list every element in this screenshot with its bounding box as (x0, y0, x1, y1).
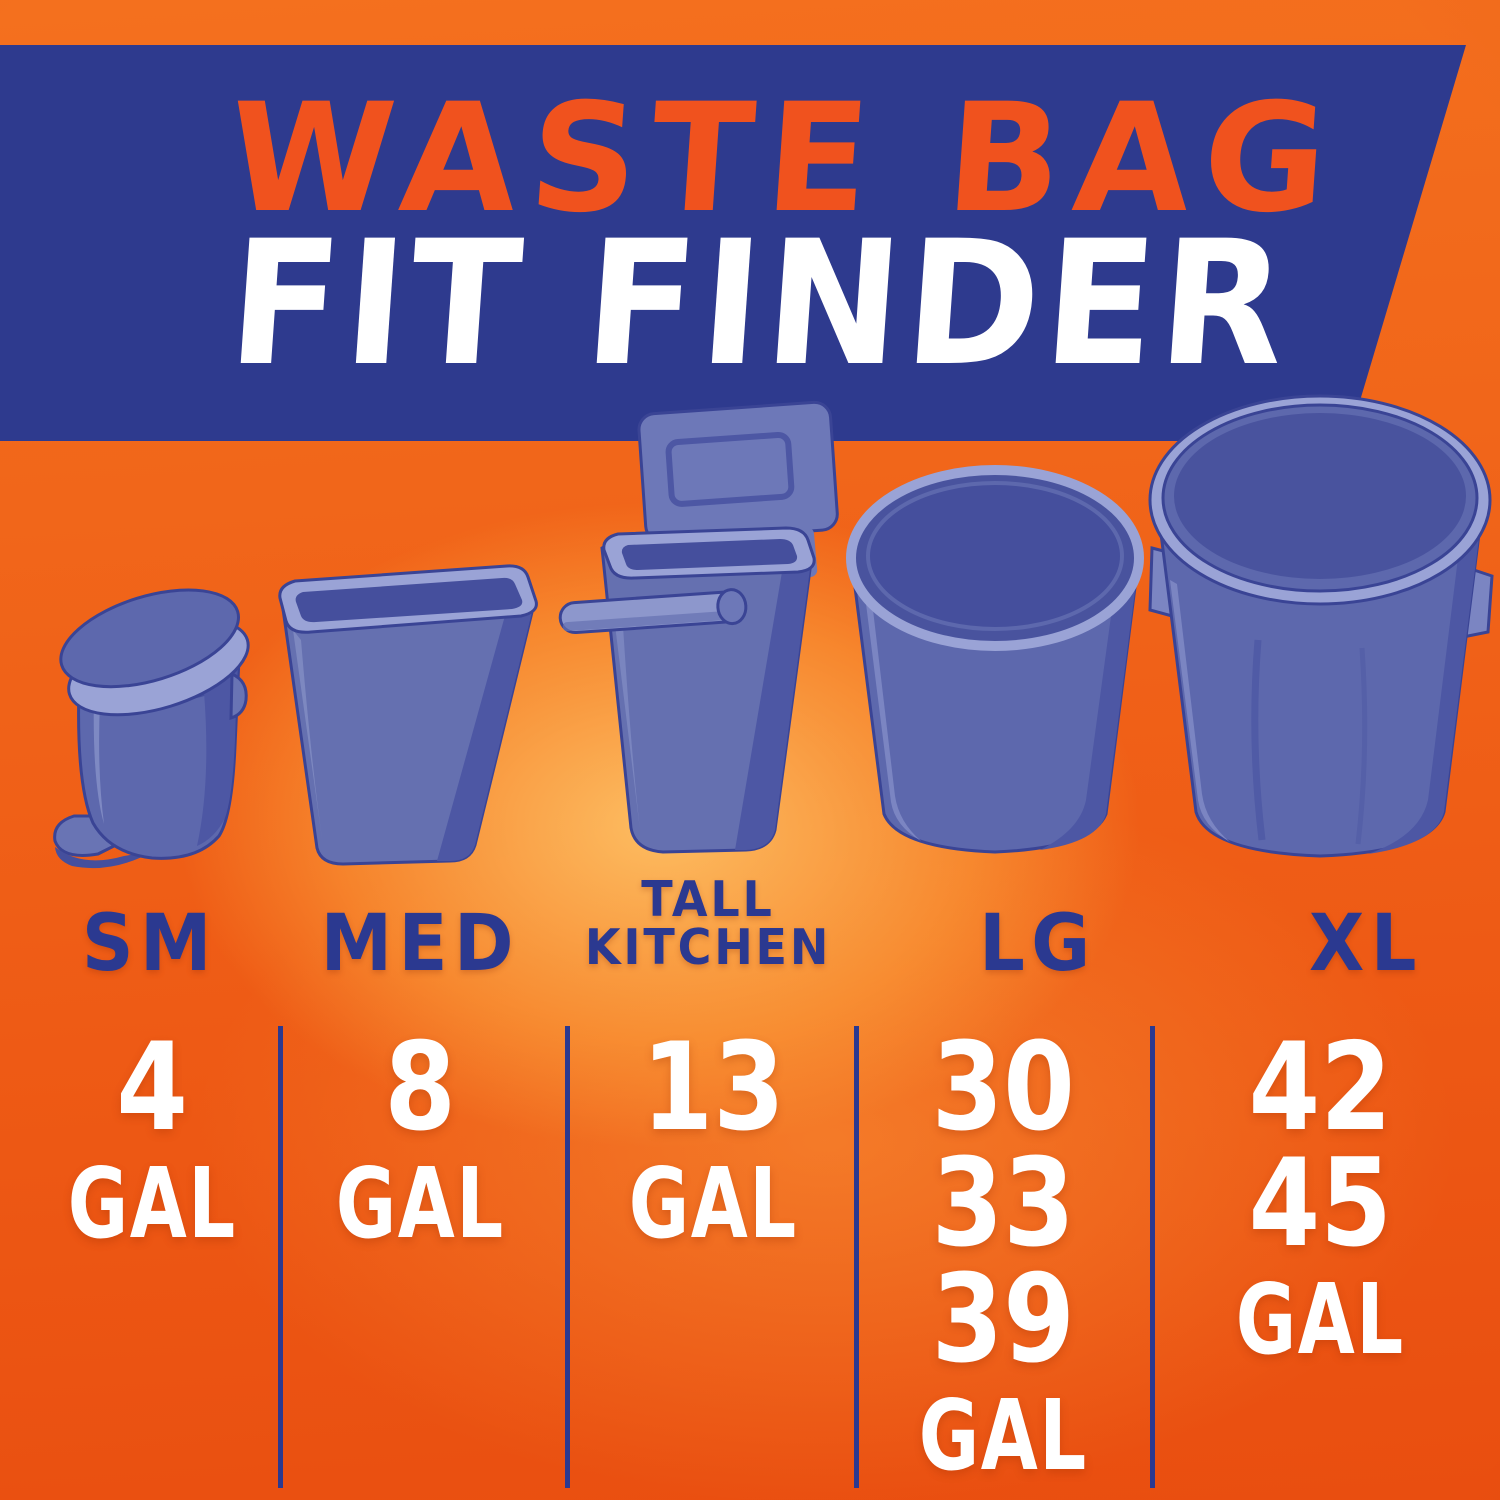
label-med: MED (320, 899, 520, 989)
gallon-unit: GAL (67, 1147, 237, 1260)
large-round-can-icon (846, 465, 1144, 854)
gallon-size: 8 (384, 1017, 456, 1158)
size-column-xl: 42 45 GAL (1170, 1017, 1470, 1378)
column-divider (854, 1026, 859, 1488)
gallon-size: 39 (931, 1249, 1075, 1390)
label-tall-kitchen-line1: TALL (641, 871, 775, 928)
label-tall-kitchen: TALL KITCHEN (528, 871, 888, 976)
gallon-size: 4 (116, 1017, 188, 1158)
gallon-unit: GAL (628, 1147, 798, 1260)
label-sm: SM (82, 899, 218, 989)
medium-wastebasket-icon (278, 564, 538, 866)
column-divider (278, 1026, 283, 1488)
size-column-sm: 4 GAL (2, 1017, 302, 1262)
size-column-med: 8 GAL (270, 1017, 570, 1262)
gallon-size: 30 (931, 1017, 1075, 1158)
gallon-size: 13 (641, 1017, 785, 1158)
gallon-unit: GAL (918, 1379, 1088, 1492)
gallon-unit: GAL (1235, 1263, 1405, 1376)
label-xl: XL (1309, 899, 1423, 989)
size-column-tall-kitchen: 13 GAL (563, 1017, 863, 1262)
gallon-size: 33 (931, 1133, 1075, 1274)
label-tall-kitchen-line2: KITCHEN (584, 919, 832, 976)
tall-kitchen-can-icon (558, 400, 839, 854)
size-column-lg: 30 33 39 GAL (853, 1017, 1153, 1494)
extra-large-round-can-icon (1148, 394, 1494, 858)
gallon-size: 42 (1248, 1017, 1392, 1158)
column-divider (565, 1026, 570, 1488)
gallon-unit: GAL (335, 1147, 505, 1260)
label-lg: LG (979, 899, 1097, 989)
small-step-can-icon (53, 588, 250, 869)
column-divider (1150, 1026, 1155, 1488)
gallon-size: 45 (1248, 1133, 1392, 1274)
